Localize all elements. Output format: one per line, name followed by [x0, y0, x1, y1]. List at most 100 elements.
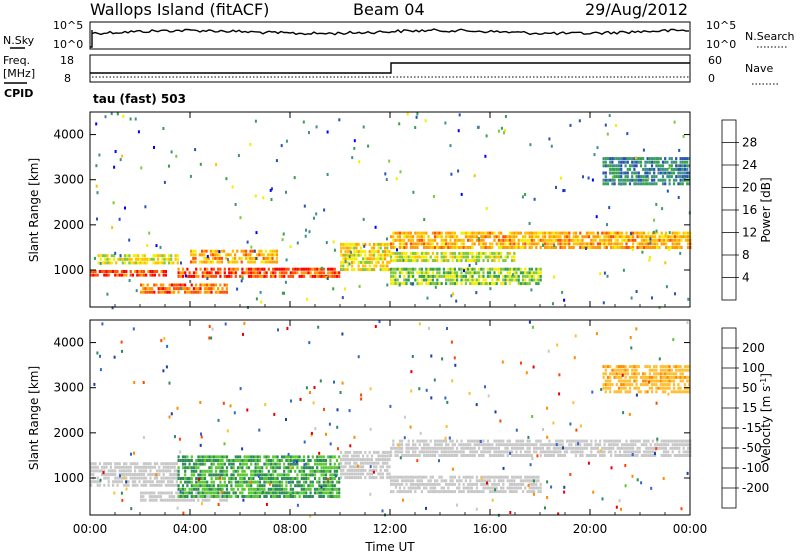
power-cell [355, 257, 358, 261]
power-cell [604, 178, 607, 182]
power-cell [639, 164, 643, 168]
velocity-cell [186, 480, 189, 484]
power-cell [414, 251, 417, 255]
velocity-cell [245, 495, 248, 498]
velocity-cell [164, 491, 167, 495]
velocity-cell [500, 486, 503, 490]
velocity-cell [628, 365, 632, 369]
velocity-cell [256, 495, 259, 498]
power-cell [128, 257, 131, 261]
power-cell [611, 164, 614, 168]
power-cell [628, 157, 632, 161]
power-cell [617, 167, 621, 171]
velocity-cell [92, 469, 95, 473]
velocity-cell [451, 482, 454, 486]
velocity-cell [497, 454, 500, 457]
velocity-cell [655, 383, 658, 387]
velocity-cell [434, 450, 437, 454]
velocity-scatter [223, 442, 226, 446]
power-cell [646, 160, 649, 164]
power-cell [123, 257, 127, 261]
power-cell [327, 274, 330, 278]
power-cell [657, 167, 660, 171]
velocity-cell [179, 477, 182, 480]
power-cell [230, 271, 233, 275]
velocity-cell [298, 459, 301, 462]
power-cell [526, 282, 529, 286]
power-cell [539, 278, 542, 282]
velocity-cell [184, 455, 187, 459]
power-cell [115, 261, 118, 265]
power-cell [210, 290, 213, 294]
power-scatter [323, 208, 326, 212]
velocity-cell [120, 473, 123, 476]
velocity-cell [495, 482, 498, 486]
velocity-cell [657, 386, 660, 390]
velocity-cell [386, 472, 389, 476]
velocity-cell [134, 476, 137, 480]
power-cell [280, 267, 284, 271]
velocity-scatter [419, 431, 422, 435]
power-cell [572, 246, 575, 249]
velocity-scatter [99, 478, 102, 482]
power-cell [658, 246, 661, 249]
power-cell [223, 274, 226, 278]
velocity-cell [592, 454, 595, 457]
velocity-cell [258, 459, 262, 462]
power-cell [539, 274, 542, 278]
velocity-cell [550, 443, 553, 447]
velocity-cell [636, 439, 639, 443]
power-cell [105, 270, 108, 273]
velocity-cell [559, 439, 562, 443]
velocity-cell [311, 473, 314, 477]
velocity-scatter [615, 505, 618, 509]
velocity-cell [322, 459, 325, 462]
velocity-cell [241, 473, 244, 477]
velocity-scatter [99, 354, 101, 358]
power-cell [684, 238, 687, 242]
power-cell [409, 242, 412, 246]
power-cell [482, 271, 485, 275]
power-cell [294, 267, 297, 271]
power-cell [245, 256, 248, 260]
power-cell [423, 278, 426, 282]
power-cell [637, 160, 640, 164]
power-scatter [642, 148, 645, 152]
velocity-cell [552, 446, 555, 450]
power-cell [398, 251, 401, 255]
power-cell [407, 271, 410, 275]
power-cell [500, 246, 503, 249]
power-cell [139, 257, 142, 261]
velocity-cell [621, 454, 624, 457]
velocity-cell [546, 446, 549, 450]
velocity-cell [447, 482, 450, 486]
velocity-cell [482, 479, 485, 483]
velocity-cell [278, 466, 281, 470]
power-cell [219, 290, 222, 294]
power-scatter [313, 216, 315, 220]
velocity-cell [616, 454, 619, 457]
power-cell [629, 246, 632, 249]
velocity-cell [263, 484, 266, 488]
power-cell [436, 251, 439, 255]
velocity-cell [394, 446, 397, 450]
velocity-cell [125, 469, 128, 473]
velocity-cell [103, 462, 106, 466]
power-scatter [326, 173, 329, 176]
power-cell [405, 271, 408, 275]
velocity-cell [250, 459, 253, 462]
power-scatter [296, 241, 299, 245]
power-cell [552, 238, 555, 242]
velocity-cell [274, 480, 277, 484]
velocity-cell [318, 484, 321, 488]
velocity-scatter [563, 490, 566, 494]
power-cell [651, 242, 654, 246]
power-cell [653, 157, 656, 161]
power-cell [613, 178, 616, 182]
velocity-cell [210, 495, 213, 498]
velocity-cell [107, 469, 110, 473]
velocity-cell [377, 450, 380, 454]
power-cell [377, 250, 380, 254]
power-cell [364, 260, 367, 264]
power-cell [143, 261, 146, 265]
